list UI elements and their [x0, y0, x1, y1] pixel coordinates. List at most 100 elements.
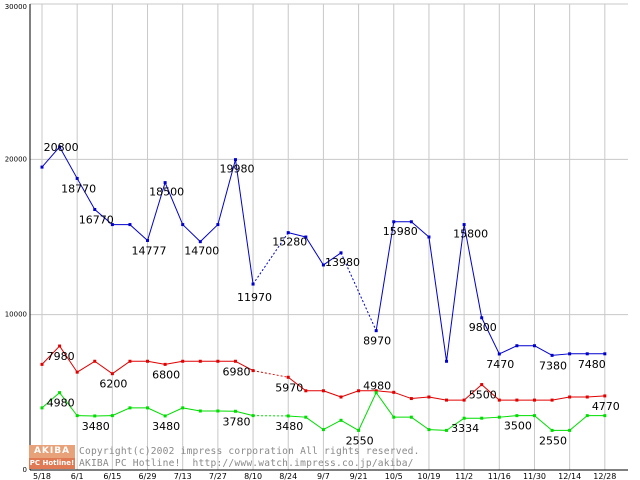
data-label: 4770: [592, 400, 620, 413]
data-point: [480, 416, 484, 420]
x-tick-label: 7/27: [209, 472, 227, 480]
data-point: [146, 406, 150, 410]
series-segment: [411, 396, 429, 400]
series-segment: [288, 415, 306, 418]
data-label: 19980: [219, 163, 254, 176]
x-tick-label: 10/19: [417, 472, 440, 480]
data-point: [128, 223, 132, 227]
y-tick-labels: 0 10000 20000 30000: [5, 3, 27, 474]
data-point: [515, 398, 519, 402]
data-point: [286, 231, 290, 235]
data-label: 2550: [346, 434, 374, 447]
series-segment: [288, 232, 306, 238]
data-point: [585, 395, 589, 399]
data-point: [93, 414, 97, 418]
data-point: [163, 362, 167, 366]
data-point: [497, 398, 501, 402]
data-point: [339, 251, 343, 255]
series-segment: [499, 415, 517, 418]
data-point: [286, 414, 290, 418]
data-point: [550, 398, 554, 402]
series-segment: [569, 415, 588, 431]
data-point: [585, 352, 589, 356]
data-point: [515, 344, 519, 348]
x-tick-label: 7/13: [174, 472, 192, 480]
series-segment: [76, 178, 96, 210]
data-point: [480, 383, 484, 387]
series-segment: [235, 410, 254, 417]
series-segment: [59, 392, 78, 416]
data-point: [550, 428, 554, 432]
x-tick-label: 9/7: [317, 472, 330, 480]
data-labels: 20800 18770 16770 14777 18500 14700 19980 11970…: [44, 141, 620, 447]
data-point: [445, 398, 449, 402]
series-segment: [112, 407, 131, 417]
series-segment-dashed: [252, 370, 289, 378]
data-point: [568, 395, 572, 399]
data-point: [40, 165, 44, 169]
data-point: [427, 428, 431, 432]
data-point: [304, 415, 308, 419]
data-label: 7480: [578, 358, 606, 371]
x-tick-label: 6/29: [139, 472, 157, 480]
y-tick-label: 10000: [5, 311, 27, 319]
data-point: [409, 415, 413, 419]
series-segment: [41, 392, 60, 409]
series-lines: [40, 145, 607, 432]
series-green: [40, 391, 607, 432]
data-point: [409, 397, 413, 401]
series-segment: [551, 396, 570, 401]
series-segment: [393, 391, 412, 400]
x-tick-label: 8/10: [244, 472, 262, 480]
data-point: [110, 223, 114, 227]
series-segment: [112, 360, 131, 375]
data-label: 6800: [152, 368, 180, 381]
axes: [29, 4, 628, 471]
data-label: 5500: [469, 389, 497, 402]
data-point: [603, 414, 607, 418]
data-point: [146, 238, 150, 242]
series-segment: [481, 317, 500, 355]
series-segment: [323, 419, 342, 431]
x-tick-label: 12/14: [558, 472, 581, 480]
data-point: [339, 395, 343, 399]
data-point: [75, 370, 79, 374]
data-point: [357, 428, 361, 432]
data-point: [462, 398, 466, 402]
data-point: [251, 414, 255, 418]
series-segment: [428, 396, 447, 401]
series-segment: [165, 360, 183, 365]
series-segment: [41, 345, 60, 365]
data-label: 6200: [99, 378, 127, 391]
data-label: 14777: [132, 244, 167, 257]
data-point: [409, 220, 413, 224]
series-segment: [164, 182, 184, 225]
data-point: [568, 428, 572, 432]
data-point: [58, 344, 62, 348]
y-tick-label: 0: [23, 466, 27, 474]
series-segment: [287, 376, 307, 392]
series-segment: [164, 407, 183, 417]
data-label: 7380: [539, 359, 567, 372]
series-segment: [446, 224, 465, 362]
x-tick-label: 10/5: [385, 472, 403, 480]
data-label: 5970: [275, 381, 303, 394]
data-point: [321, 389, 325, 393]
series-segment: [59, 146, 78, 179]
data-point: [339, 418, 343, 422]
data-point: [93, 208, 97, 212]
data-label: 7980: [47, 350, 75, 363]
data-label: 15980: [383, 225, 418, 238]
series-segment: [182, 407, 201, 412]
series-segment: [375, 221, 395, 331]
data-point: [603, 352, 607, 356]
data-point: [321, 428, 325, 432]
data-point: [181, 223, 185, 227]
data-label: 7470: [486, 358, 514, 371]
series-segment: [446, 417, 465, 431]
data-point: [374, 389, 378, 393]
data-label: 3480: [82, 420, 110, 433]
series-segment: [463, 384, 483, 401]
series-segment: [129, 224, 148, 241]
